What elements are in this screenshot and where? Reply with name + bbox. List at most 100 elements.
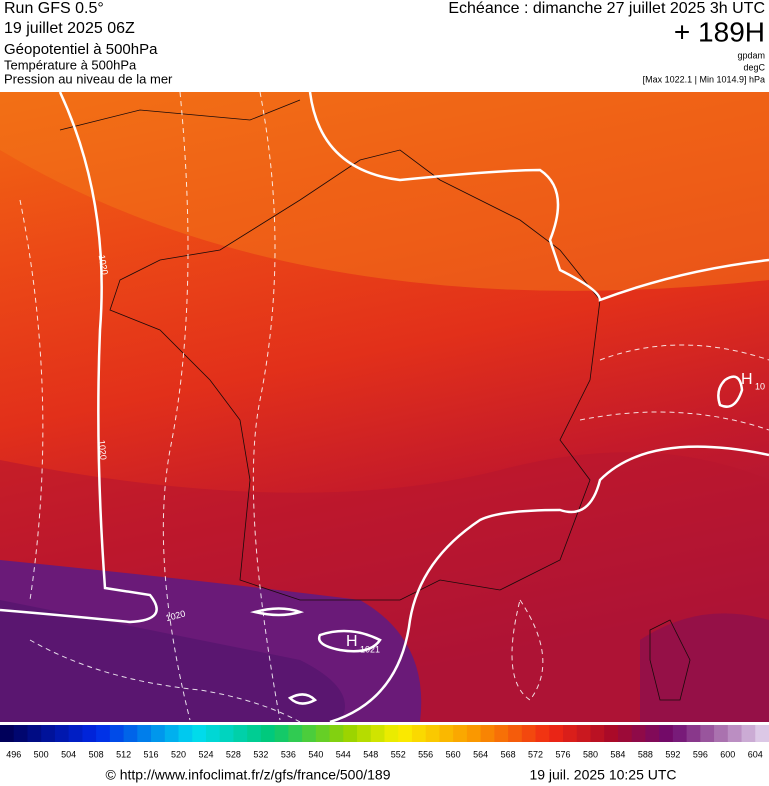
field-label: Température à 500hPa (4, 57, 137, 72)
colorbar-label: 548 (363, 749, 378, 759)
colorbar-swatch (645, 725, 660, 742)
colorbar-swatch (151, 725, 166, 742)
colorbar-swatch (617, 725, 633, 742)
colorbar-label: 552 (391, 749, 406, 759)
colorbar-label: 556 (418, 749, 433, 759)
timestamp: 19 juil. 2025 10:25 UTC (529, 767, 676, 783)
colorbar-swatch (425, 725, 440, 742)
colorbar-swatch (178, 725, 193, 742)
colorbar-swatch (398, 725, 413, 742)
colorbar-swatch (274, 725, 289, 742)
colorbar-swatch (109, 725, 125, 742)
colorbar: 496 500 504 508 512 516 520 524 528 532 536 540 544 5… (0, 725, 769, 759)
colorbar-swatch (329, 725, 344, 742)
colorbar-swatch (219, 725, 234, 742)
colorbar-swatch (205, 725, 221, 742)
colorbar-swatch (535, 725, 550, 742)
colorbar-swatch (247, 725, 262, 742)
colorbar-label: 520 (171, 749, 186, 759)
isobar (0, 91, 769, 724)
pressure-center-value: 1021 (360, 644, 380, 654)
pressure-center: H (346, 633, 358, 650)
colorbar-label: 564 (473, 749, 488, 759)
colorbar-swatch (13, 725, 28, 742)
colorbar-label: 500 (34, 749, 49, 759)
colorbar-label: 528 (226, 749, 241, 759)
unit-label: degC (743, 62, 765, 72)
colorbar-label: 584 (610, 749, 625, 759)
colorbar-swatch (68, 725, 83, 742)
colorbar-label: 572 (528, 749, 543, 759)
pressure-center: H (741, 371, 753, 388)
colorbar-swatch (302, 725, 317, 742)
temperature-band (0, 600, 345, 722)
colorbar-swatch (453, 725, 468, 742)
colorbar-label: 588 (638, 749, 653, 759)
isobar-label: 1020 (97, 254, 110, 275)
field-label: Pression au niveau de la mer (4, 71, 173, 86)
colorbar-swatch (315, 725, 331, 742)
colorbar-swatch (576, 725, 591, 742)
colorbar-swatch (686, 725, 701, 742)
colorbar-swatch (659, 725, 674, 742)
colorbar-swatch (164, 725, 180, 742)
colorbar-swatch (41, 725, 56, 742)
source-url: © http://www.infoclimat.fr/z/gfs/france/… (106, 767, 391, 783)
run-title: Run GFS 0.5° (4, 0, 104, 17)
colorbar-swatch (260, 725, 276, 742)
colorbar-swatch (700, 725, 715, 742)
colorbar-swatch (96, 725, 111, 742)
colorbar-swatch (466, 725, 482, 742)
colorbar-swatch (384, 725, 399, 742)
forecast-hours: + 189H (674, 16, 765, 47)
colorbar-swatch (741, 725, 756, 742)
colorbar-swatch (27, 725, 42, 742)
colorbar-swatch (604, 725, 619, 742)
colorbar-label: 604 (748, 749, 763, 759)
colorbar-swatch (480, 725, 495, 742)
colorbar-swatch (0, 725, 15, 742)
colorbar-swatch (233, 725, 248, 742)
colorbar-label: 516 (144, 749, 159, 759)
unit-label: gpdam (737, 50, 765, 60)
colorbar-swatch (411, 725, 427, 742)
colorbar-label: 508 (89, 749, 104, 759)
colorbar-label: 592 (665, 749, 680, 759)
colorbar-swatch (727, 725, 743, 742)
colorbar-swatch (521, 725, 537, 742)
colorbar-label: 536 (281, 749, 296, 759)
colorbar-swatch (672, 725, 688, 742)
colorbar-swatch (755, 725, 769, 742)
colorbar-label: 532 (253, 749, 268, 759)
colorbar-label: 560 (446, 749, 461, 759)
pressure-center-value: 10 (755, 381, 765, 391)
colorbar-swatch (714, 725, 729, 742)
pressure-range: [Max 1022.1 | Min 1014.9] hPa (643, 74, 765, 84)
colorbar-label: 540 (308, 749, 323, 759)
colorbar-swatch (508, 725, 523, 742)
colorbar-swatch (123, 725, 138, 742)
colorbar-swatch (439, 725, 454, 742)
colorbar-swatch (82, 725, 97, 742)
colorbar-swatch (370, 725, 385, 742)
colorbar-label: 596 (693, 749, 708, 759)
colorbar-label: 576 (556, 749, 571, 759)
colorbar-label: 580 (583, 749, 598, 759)
forecast-time: Echéance : dimanche 27 juillet 2025 3h U… (448, 0, 765, 17)
colorbar-swatch (631, 725, 646, 742)
colorbar-swatch (549, 725, 564, 742)
colorbar-label: 512 (116, 749, 131, 759)
colorbar-swatch (343, 725, 358, 742)
colorbar-label: 504 (61, 749, 76, 759)
colorbar-label: 568 (501, 749, 516, 759)
field-label: Géopotentiel à 500hPa (4, 41, 158, 58)
borders (59, 99, 691, 701)
colorbar-label: 524 (198, 749, 213, 759)
colorbar-swatch (590, 725, 605, 742)
colorbar-label: 544 (336, 749, 351, 759)
colorbar-swatch (288, 725, 303, 742)
colorbar-swatch (137, 725, 152, 742)
colorbar-swatch (563, 725, 578, 742)
